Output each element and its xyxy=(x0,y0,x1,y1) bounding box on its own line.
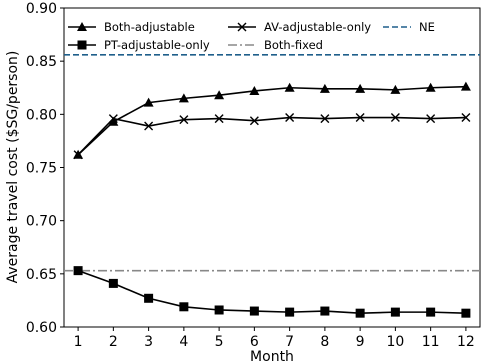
data-point-av-adjustable-only-7 xyxy=(285,113,295,123)
data-point-av-adjustable-only-12 xyxy=(461,113,471,123)
data-point-av-adjustable-only-10 xyxy=(390,113,400,123)
data-point-both-adjustable-7 xyxy=(284,82,295,92)
data-point-both-adjustable-4 xyxy=(178,93,189,103)
data-point-both-adjustable-5 xyxy=(214,90,225,100)
legend-marker xyxy=(237,22,247,32)
data-point-pt-adjustable-only-11 xyxy=(426,307,436,317)
legend-item-both-fixed: Both-fixed xyxy=(228,38,323,52)
x-tick-label: 8 xyxy=(320,334,329,350)
data-point-pt-adjustable-only-8 xyxy=(320,306,330,316)
data-point-av-adjustable-only-3 xyxy=(144,121,154,131)
data-point-av-adjustable-only-4 xyxy=(179,115,189,125)
data-point-av-adjustable-only-9 xyxy=(355,113,365,123)
data-point-pt-adjustable-only-12 xyxy=(461,308,471,318)
y-tick-label: 0.90 xyxy=(26,1,57,17)
data-point-pt-adjustable-only-3 xyxy=(144,293,154,303)
x-axis-label: Month xyxy=(250,349,294,364)
legend-label: Both-adjustable xyxy=(104,20,195,34)
data-point-both-adjustable-9 xyxy=(355,83,366,93)
data-point-both-adjustable-2 xyxy=(108,116,119,126)
data-point-pt-adjustable-only-10 xyxy=(390,307,400,317)
y-tick-label: 0.85 xyxy=(26,54,57,70)
data-point-av-adjustable-only-1 xyxy=(73,150,83,160)
data-point-av-adjustable-only-8 xyxy=(320,114,330,124)
x-tick-label: 5 xyxy=(215,334,224,350)
y-tick-label: 0.80 xyxy=(26,107,57,123)
data-point-pt-adjustable-only-9 xyxy=(355,308,365,318)
y-tick-label: 0.70 xyxy=(26,214,57,230)
x-tick-label: 11 xyxy=(422,334,440,350)
x-tick-label: 12 xyxy=(457,334,475,350)
data-point-pt-adjustable-only-7 xyxy=(285,307,295,317)
legend-label: NE xyxy=(419,20,435,34)
data-point-both-adjustable-3 xyxy=(143,97,154,107)
x-tick-label: 2 xyxy=(109,334,118,350)
data-point-av-adjustable-only-6 xyxy=(249,116,259,126)
data-point-both-adjustable-11 xyxy=(425,82,436,92)
y-tick-label: 0.75 xyxy=(26,161,57,177)
legend-label: PT-adjustable-only xyxy=(104,38,210,52)
data-point-both-adjustable-12 xyxy=(460,81,471,91)
legend-label: AV-adjustable-only xyxy=(264,20,371,34)
data-point-pt-adjustable-only-6 xyxy=(249,306,259,316)
data-point-both-adjustable-6 xyxy=(249,85,260,95)
series-group xyxy=(73,81,471,318)
x-tick-label: 7 xyxy=(285,334,294,350)
legend-item-av-adjustable-only: AV-adjustable-only xyxy=(228,20,371,34)
legend-label: Both-fixed xyxy=(264,38,323,52)
y-axis: 0.60 0.65 0.70 0.75 0.80 0.85 0.90 xyxy=(26,1,64,336)
legend: Both-adjustable AV-adjustable-only NE PT-ad… xyxy=(68,20,435,52)
legend-marker xyxy=(77,40,87,50)
legend-marker xyxy=(77,22,87,31)
data-point-both-adjustable-10 xyxy=(390,84,401,94)
plot-area xyxy=(63,7,481,328)
legend-item-pt-adjustable-only: PT-adjustable-only xyxy=(68,38,210,52)
legend-item-both-adjustable: Both-adjustable xyxy=(68,20,195,34)
data-point-av-adjustable-only-2 xyxy=(108,114,118,124)
data-point-av-adjustable-only-5 xyxy=(214,114,224,124)
data-point-pt-adjustable-only-5 xyxy=(214,305,224,315)
series-line-av-adjustable-only xyxy=(77,116,466,156)
series-line-pt-adjustable-only xyxy=(77,269,466,314)
legend-item-ne: NE xyxy=(383,20,435,34)
x-tick-label: 3 xyxy=(144,334,153,350)
y-axis-label: Average travel cost ($SG/person) xyxy=(5,51,21,284)
data-point-pt-adjustable-only-1 xyxy=(73,266,83,276)
x-tick-label: 6 xyxy=(250,334,259,350)
x-tick-label: 1 xyxy=(74,334,83,350)
x-tick-label: 9 xyxy=(356,334,365,350)
data-point-pt-adjustable-only-2 xyxy=(108,278,118,288)
reference-lines xyxy=(64,53,480,272)
x-tick-label: 10 xyxy=(386,334,404,350)
y-tick-label: 0.65 xyxy=(26,267,57,283)
data-point-av-adjustable-only-11 xyxy=(426,114,436,124)
data-point-both-adjustable-8 xyxy=(319,83,330,93)
x-axis: 1 2 3 4 5 6 7 8 9 10 11 12 xyxy=(74,327,475,350)
x-tick-label: 4 xyxy=(179,334,188,350)
data-point-pt-adjustable-only-4 xyxy=(179,302,189,312)
series-line-both-adjustable xyxy=(77,85,466,156)
y-tick-label: 0.60 xyxy=(26,320,57,336)
